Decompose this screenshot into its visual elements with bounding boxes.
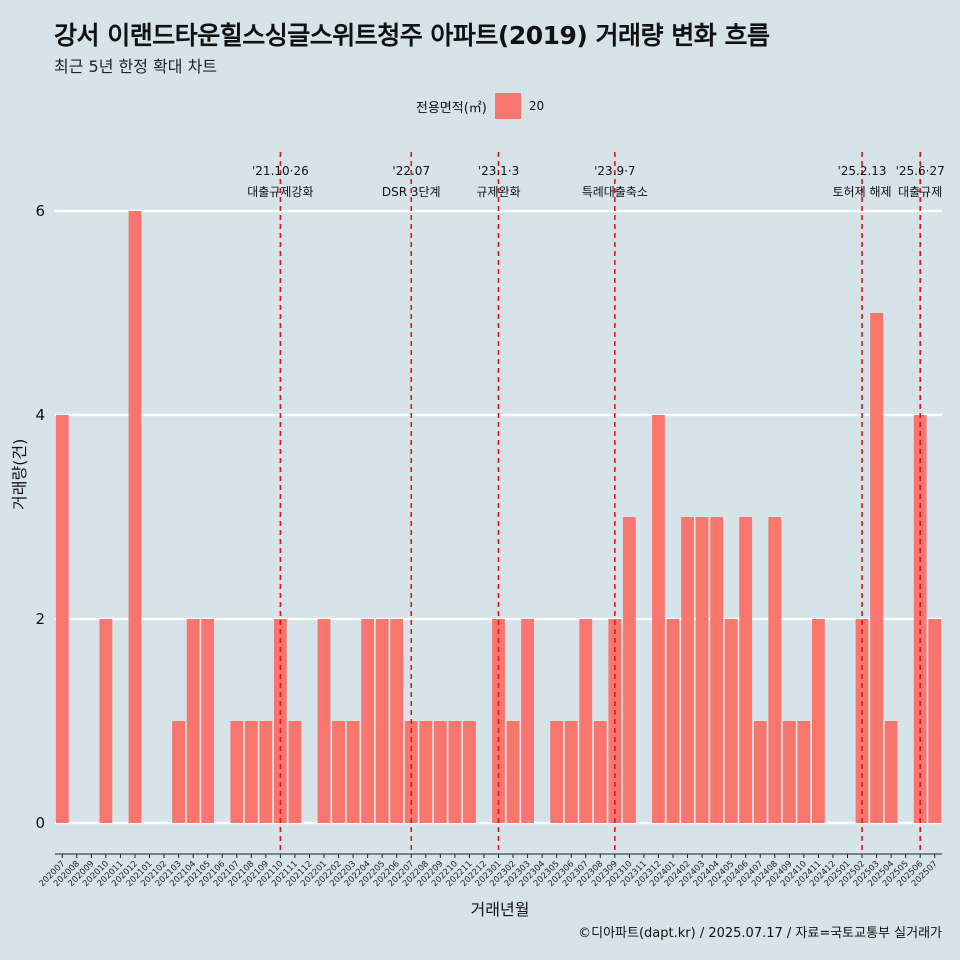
event-name-label: 대출규제 bbox=[898, 185, 942, 199]
bar bbox=[448, 721, 462, 823]
bar bbox=[172, 721, 185, 823]
event-name-label: 규제완화 bbox=[476, 185, 520, 199]
bar bbox=[884, 721, 898, 823]
legend-color-key bbox=[494, 93, 521, 119]
y-tick-label: 0 bbox=[35, 814, 45, 832]
bar bbox=[463, 721, 476, 823]
bar bbox=[739, 517, 753, 823]
source-caption: ©디아파트(dapt.kr) / 2025.07.17 / 자료=국토교통부 실… bbox=[578, 926, 942, 941]
bar bbox=[666, 619, 680, 823]
bar bbox=[404, 721, 418, 823]
bar bbox=[288, 721, 302, 823]
legend: 전용면적(㎡) 20 bbox=[0, 93, 960, 119]
bar bbox=[433, 721, 447, 823]
bar bbox=[579, 619, 593, 823]
bar bbox=[710, 517, 724, 823]
bar bbox=[913, 415, 927, 823]
event-date-label: '25.6·27 bbox=[896, 164, 945, 178]
bar bbox=[768, 517, 782, 823]
y-tick-label: 6 bbox=[35, 202, 45, 220]
y-tick-label: 2 bbox=[35, 610, 45, 628]
legend-title: 전용면적(㎡) bbox=[415, 100, 487, 116]
bar bbox=[652, 415, 665, 823]
event-name-label: DSR 3단계 bbox=[382, 185, 441, 199]
bar bbox=[186, 619, 200, 823]
legend-label: 20 bbox=[528, 99, 545, 113]
bar bbox=[593, 721, 607, 823]
event-date-label: '25.2.13 bbox=[837, 164, 886, 178]
bar bbox=[724, 619, 738, 823]
bar bbox=[230, 721, 244, 823]
bar bbox=[361, 619, 375, 823]
bar bbox=[506, 721, 520, 823]
bar bbox=[564, 721, 578, 823]
bar bbox=[695, 517, 709, 823]
bar bbox=[332, 721, 345, 823]
bar bbox=[390, 619, 404, 823]
event-name-label: 대출규제강화 bbox=[247, 185, 313, 199]
bar bbox=[622, 517, 636, 823]
bar bbox=[259, 721, 273, 823]
event-name-label: 토허제 해제 bbox=[833, 185, 892, 199]
bar bbox=[870, 313, 883, 823]
bar bbox=[928, 619, 942, 823]
bar bbox=[681, 517, 694, 823]
bar bbox=[317, 619, 331, 823]
bar bbox=[753, 721, 767, 823]
chart-subtitle: 최근 5년 한정 확대 차트 bbox=[54, 57, 218, 76]
bar bbox=[782, 721, 796, 823]
bar bbox=[419, 721, 433, 823]
bar bbox=[375, 619, 389, 823]
bar bbox=[346, 721, 360, 823]
bar bbox=[128, 211, 142, 823]
x-axis-label: 거래년월 bbox=[470, 900, 530, 919]
bar bbox=[99, 619, 113, 823]
bar bbox=[55, 415, 69, 823]
bar bbox=[521, 619, 534, 823]
bar bbox=[550, 721, 564, 823]
event-date-label: '23.1·3 bbox=[478, 164, 519, 178]
bar bbox=[812, 619, 825, 823]
event-name-label: 특례대출축소 bbox=[582, 185, 648, 199]
chart-title: 강서 이랜드타운힐스싱글스위트청주 아파트(2019) 거래량 변화 흐름 bbox=[54, 21, 770, 50]
event-date-label: '21.10·26 bbox=[252, 164, 309, 178]
bar bbox=[201, 619, 215, 823]
bar bbox=[244, 721, 258, 823]
event-date-label: '23.9·7 bbox=[594, 164, 635, 178]
bar bbox=[797, 721, 811, 823]
event-date-label: '22.07 bbox=[392, 164, 430, 178]
y-tick-label: 4 bbox=[35, 406, 45, 424]
